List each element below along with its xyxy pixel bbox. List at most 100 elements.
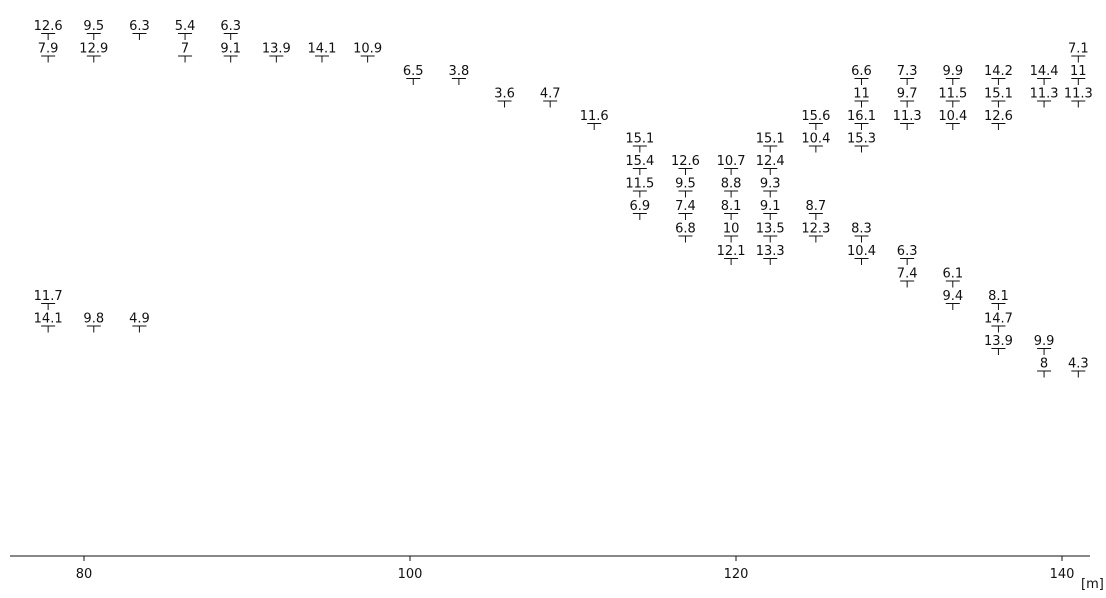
data-point: 10.9 xyxy=(353,42,382,63)
data-point-value: 15.4 xyxy=(625,154,654,169)
data-point: 12.3 xyxy=(801,222,830,243)
data-point-value: 9.1 xyxy=(760,199,781,214)
data-point-value: 12.6 xyxy=(34,19,63,34)
data-point: 11.6 xyxy=(580,109,609,130)
data-point-value: 6.9 xyxy=(629,199,650,214)
data-point-value: 12.6 xyxy=(671,154,700,169)
data-point-value: 10.4 xyxy=(801,132,830,147)
data-point-value: 10.4 xyxy=(847,244,876,259)
data-point: 7.1 xyxy=(1068,42,1089,63)
data-point: 10.7 xyxy=(717,154,746,175)
data-point: 12.4 xyxy=(756,154,785,175)
data-point: 6.5 xyxy=(403,64,424,85)
data-point: 10 xyxy=(723,222,740,243)
data-point: 4.9 xyxy=(129,312,150,333)
data-point: 11 xyxy=(853,87,870,108)
data-point-value: 15.1 xyxy=(984,87,1013,102)
data-point-value: 7.1 xyxy=(1068,42,1089,57)
x-axis-tick-label: 100 xyxy=(398,567,423,582)
data-point: 9.1 xyxy=(760,199,781,220)
data-point: 11.3 xyxy=(1030,87,1059,108)
data-point-value: 8.3 xyxy=(851,222,872,237)
data-point: 6.3 xyxy=(897,244,917,265)
x-axis-tick-label: 80 xyxy=(76,567,93,582)
data-point: 9.3 xyxy=(760,177,781,198)
data-point: 11.7 xyxy=(34,289,63,310)
data-point-value: 15.1 xyxy=(625,132,654,147)
data-point-value: 8.1 xyxy=(988,289,1009,304)
data-point: 8.7 xyxy=(806,199,826,220)
data-point: 6.3 xyxy=(220,19,241,40)
data-point-value: 9.5 xyxy=(83,19,104,34)
data-point-value: 4.7 xyxy=(540,87,561,102)
data-point: 15.1 xyxy=(984,87,1013,108)
data-point: 7.4 xyxy=(897,267,918,288)
data-point: 7.9 xyxy=(38,42,58,63)
data-point-value: 9.9 xyxy=(1034,334,1055,349)
data-point: 10.4 xyxy=(938,109,967,130)
data-point-value: 7.4 xyxy=(897,267,918,282)
data-point: 9.8 xyxy=(83,312,104,333)
data-point: 6.3 xyxy=(129,19,150,40)
data-point: 8.3 xyxy=(851,222,872,243)
data-point-value: 14.1 xyxy=(34,312,63,327)
data-point-value: 6.5 xyxy=(403,64,424,79)
data-point: 14.1 xyxy=(308,42,336,63)
data-point-value: 6.6 xyxy=(851,64,872,79)
data-point: 4.3 xyxy=(1068,357,1089,378)
data-point: 15.3 xyxy=(847,132,876,153)
data-point-value: 11.5 xyxy=(625,177,654,192)
data-point-value: 8.8 xyxy=(721,177,742,192)
data-point: 11 xyxy=(1070,64,1087,85)
data-point-value: 10.9 xyxy=(353,42,382,57)
data-point: 11.5 xyxy=(938,87,967,108)
data-point-value: 11.7 xyxy=(34,289,63,304)
data-point-value: 13.5 xyxy=(756,222,785,237)
data-point: 3.8 xyxy=(449,64,470,85)
data-point: 12.9 xyxy=(79,42,108,63)
x-axis-tick-label: 140 xyxy=(1050,567,1075,582)
data-point: 12.6 xyxy=(34,19,63,40)
data-marks: 12.6 9.5 6.3 5.4 6.3 7.9 12.9 7 9.1 13.9 14.1 10.9 7… xyxy=(34,19,1093,378)
data-point-value: 13.9 xyxy=(262,42,291,57)
data-point-value: 10.7 xyxy=(717,154,746,169)
data-point: 9.5 xyxy=(83,19,104,40)
data-point: 15.4 xyxy=(625,154,654,175)
data-point-value: 8.1 xyxy=(721,199,742,214)
data-point-value: 12.4 xyxy=(756,154,785,169)
data-point-value: 6.8 xyxy=(675,222,696,237)
data-point: 8.1 xyxy=(721,199,742,220)
data-point-value: 9.7 xyxy=(897,87,918,102)
data-point-value: 11.3 xyxy=(1030,87,1059,102)
data-point: 6.8 xyxy=(675,222,696,243)
data-point-value: 5.4 xyxy=(175,19,196,34)
data-point: 6.6 xyxy=(851,64,872,85)
data-point-value: 14.4 xyxy=(1030,64,1059,79)
data-point: 9.9 xyxy=(942,64,963,85)
data-point: 13.9 xyxy=(262,42,291,63)
data-point: 9.4 xyxy=(942,289,963,310)
data-point: 6.1 xyxy=(942,267,963,288)
data-point-value: 10 xyxy=(723,222,740,237)
data-point: 5.4 xyxy=(175,19,196,40)
data-point-value: 3.8 xyxy=(449,64,470,79)
data-point-value: 8 xyxy=(1040,357,1048,372)
data-point-value: 4.3 xyxy=(1068,357,1089,372)
data-point-value: 11 xyxy=(853,87,870,102)
x-axis-unit-label: [m] xyxy=(1081,577,1104,592)
data-point-value: 11.5 xyxy=(938,87,967,102)
data-point-value: 7.3 xyxy=(897,64,918,79)
data-point: 9.9 xyxy=(1034,334,1055,355)
data-point-value: 13.3 xyxy=(756,244,785,259)
data-point-value: 13.9 xyxy=(984,334,1013,349)
data-point: 3.6 xyxy=(494,87,515,108)
data-point-value: 15.6 xyxy=(801,109,830,124)
data-point: 4.7 xyxy=(540,87,561,108)
data-point-value: 9.4 xyxy=(942,289,963,304)
data-point: 15.1 xyxy=(625,132,654,153)
data-point-value: 11.3 xyxy=(1064,87,1093,102)
data-point-value: 15.1 xyxy=(756,132,785,147)
data-point: 11.3 xyxy=(893,109,922,130)
data-point-value: 9.5 xyxy=(675,177,696,192)
data-point-value: 11 xyxy=(1070,64,1087,79)
